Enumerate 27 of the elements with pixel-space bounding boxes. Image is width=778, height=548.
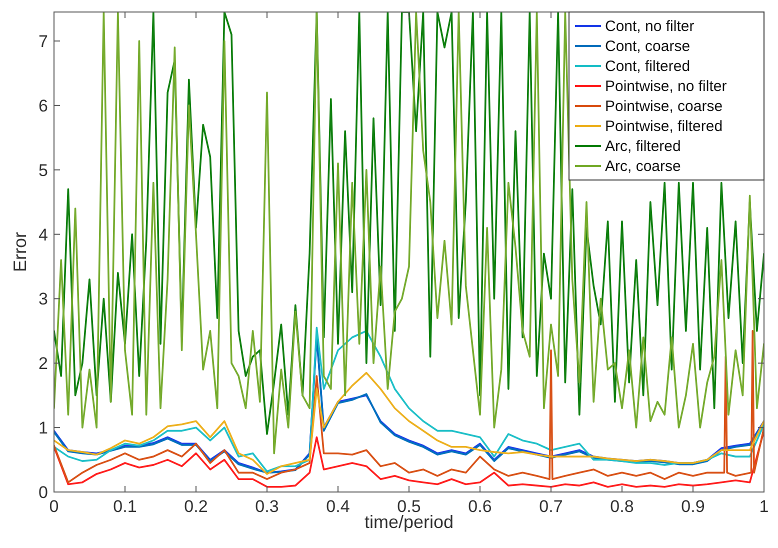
legend-label: Arc, filtered: [605, 138, 681, 155]
y-tick-label: 2: [38, 354, 48, 374]
legend-label: Cont, no filter: [605, 18, 694, 35]
y-tick-label: 7: [38, 32, 48, 51]
y-tick-label: 4: [38, 225, 48, 244]
x-tick-label: 0.3: [255, 497, 279, 516]
y-axis-title: Error: [10, 232, 30, 272]
y-tick-label: 0: [38, 483, 48, 502]
x-tick-label: 0.4: [326, 497, 350, 516]
legend-label: Pointwise, no filter: [605, 78, 727, 95]
y-tick-label: 5: [38, 160, 48, 180]
legend-label: Arc, coarse: [605, 158, 681, 175]
legend-label: Pointwise, coarse: [605, 98, 723, 115]
x-tick-label: 0.8: [610, 497, 634, 516]
legend-label: Cont, filtered: [605, 58, 690, 75]
line-series: [54, 372, 764, 475]
y-tick-label: 3: [38, 290, 48, 309]
legend-label: Cont, coarse: [605, 38, 690, 55]
x-tick-label: 0.2: [184, 497, 208, 516]
x-tick-label: 0.7: [539, 497, 563, 516]
x-tick-label: 0.6: [468, 497, 492, 516]
y-tick-label: 6: [38, 96, 48, 116]
y-tick-label: 1: [38, 418, 48, 438]
x-tick-label: 0.1: [113, 497, 137, 516]
x-tick-label: 1: [759, 497, 769, 516]
x-tick-label: 0.9: [681, 497, 705, 516]
legend-label: Pointwise, filtered: [605, 118, 723, 135]
